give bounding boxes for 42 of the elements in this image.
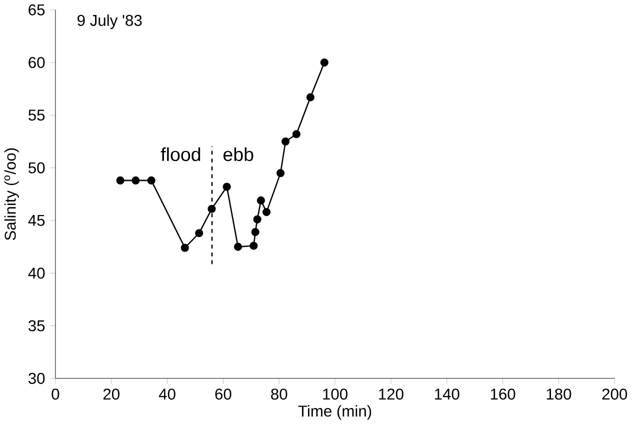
point	[306, 93, 314, 102]
point	[320, 58, 328, 67]
x-axis-title: Time (min)	[298, 405, 372, 420]
point	[256, 196, 265, 204]
x-tick-label: 180	[546, 388, 572, 400]
point	[234, 242, 242, 251]
point	[195, 229, 204, 238]
y-tick-label: 45	[28, 215, 45, 226]
y-tick-label: 60	[28, 56, 45, 68]
x-tick-label: 200	[602, 388, 628, 400]
y-tick-label: 55	[28, 110, 45, 121]
y-tick-label: 65	[28, 4, 45, 16]
point	[208, 204, 216, 213]
point	[276, 169, 285, 178]
y-tick-label: 40	[28, 268, 45, 279]
point	[132, 176, 140, 184]
chart-title: 9 July '83	[78, 14, 142, 30]
point	[251, 228, 260, 236]
x-tick-label: 120	[379, 388, 404, 400]
y-tick-label: 30	[28, 372, 45, 384]
y-axis-title: Salinity ($^{o}$/oo)	[4, 148, 19, 240]
x-tick-label: 20	[103, 388, 120, 400]
point	[147, 176, 156, 184]
point	[282, 137, 290, 146]
annotation: flood	[160, 147, 200, 162]
point	[262, 208, 271, 216]
x-tick-label: 0	[52, 388, 60, 400]
x-tick-label: 160	[490, 388, 516, 400]
point	[222, 182, 231, 191]
x-tick-label: 60	[215, 388, 232, 400]
point	[253, 215, 262, 224]
x-tick-label: 140	[435, 388, 460, 400]
point	[116, 176, 124, 184]
y-tick-label: 50	[28, 162, 45, 174]
x-tick-label: 100	[323, 388, 348, 400]
x-tick-label: 40	[158, 388, 176, 400]
point	[250, 242, 258, 250]
annotation: ebb	[223, 147, 254, 162]
y-tick-label: 35	[28, 320, 45, 332]
point	[180, 244, 189, 252]
x-tick-label: 80	[271, 388, 288, 400]
point	[292, 130, 300, 138]
